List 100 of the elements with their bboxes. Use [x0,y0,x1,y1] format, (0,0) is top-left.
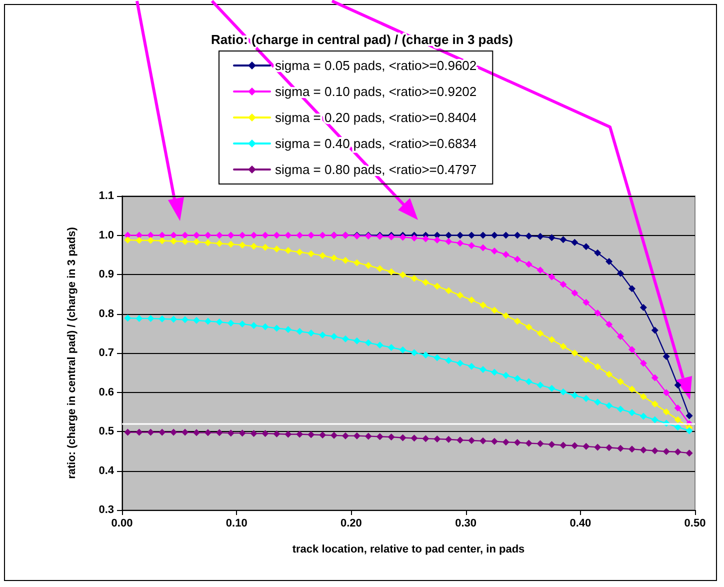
point [308,431,315,438]
point [434,282,441,290]
point [468,232,476,239]
point [353,432,360,440]
point [364,262,372,269]
point [284,232,292,239]
point [262,430,269,437]
point [582,395,590,402]
point [548,440,556,448]
point [330,432,338,439]
point [182,232,189,239]
y-axis-title: ratio: (charge in central pad) / (charge in 3 pads) [66,226,78,479]
point [560,442,567,449]
legend-label: sigma = 0.05 pads, <ratio>=0.9602 [275,58,477,73]
point [525,440,532,447]
point [490,232,498,239]
point [445,238,452,246]
point [273,324,280,332]
point [296,232,304,239]
point [479,302,486,309]
point [674,424,682,431]
point [445,232,452,239]
point [308,232,315,239]
point [238,242,246,249]
point [136,236,143,244]
point [640,304,647,311]
point [434,236,441,244]
point [560,342,567,350]
point [514,256,521,263]
y-tick-label: 0.7 [98,347,114,359]
point [536,330,544,337]
point [468,362,476,370]
point [353,337,360,344]
point [273,245,280,252]
point [490,247,498,254]
point [284,430,292,438]
point [640,360,647,367]
point [227,232,234,239]
point [502,250,510,258]
point [502,438,510,446]
point [651,447,658,454]
point [582,298,590,306]
point [490,368,498,376]
point [606,444,613,452]
y-tick-label: 1.0 [98,229,114,242]
point [594,309,602,316]
point [560,280,567,288]
point [238,320,246,328]
point [388,433,395,440]
point [158,315,166,322]
point [651,416,658,424]
point [124,314,132,322]
y-tick-label: 1.1 [98,190,114,202]
x-tick-label: 0.40 [570,518,592,530]
y-tick-label: 0.9 [98,268,114,280]
point [319,252,326,260]
y-tick-label: 0.5 [98,426,114,438]
point [582,243,590,250]
point [662,353,670,360]
x-tick-label: 0.10 [226,518,248,530]
point [548,336,556,344]
point [617,406,624,413]
point [628,386,636,393]
point [204,232,212,239]
point [628,409,636,416]
point [204,318,212,325]
point [628,346,636,353]
point [388,268,395,276]
point [582,356,590,364]
point [445,356,452,364]
point [479,244,486,252]
point [525,324,532,331]
point [434,354,441,362]
point [422,435,430,442]
point [606,402,613,410]
point [686,412,693,420]
point [606,258,613,266]
point [422,235,430,242]
point [434,435,441,442]
point [262,244,269,251]
point [399,434,406,442]
point [296,328,304,335]
point [445,436,452,443]
point [514,438,521,446]
point [456,232,464,239]
x-tick-label: 0.20 [340,518,362,530]
point [479,366,486,373]
point [124,236,132,244]
point [192,232,200,239]
point [388,344,395,352]
point [399,346,406,354]
point [582,442,590,450]
point [227,240,234,248]
point [536,266,544,274]
point [353,259,360,266]
point [456,240,464,247]
point [192,429,200,436]
point [490,438,498,445]
point [640,446,647,454]
point [479,437,486,444]
